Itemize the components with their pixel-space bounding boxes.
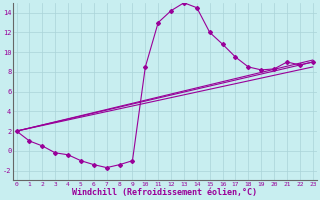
X-axis label: Windchill (Refroidissement éolien,°C): Windchill (Refroidissement éolien,°C) [72, 188, 257, 197]
